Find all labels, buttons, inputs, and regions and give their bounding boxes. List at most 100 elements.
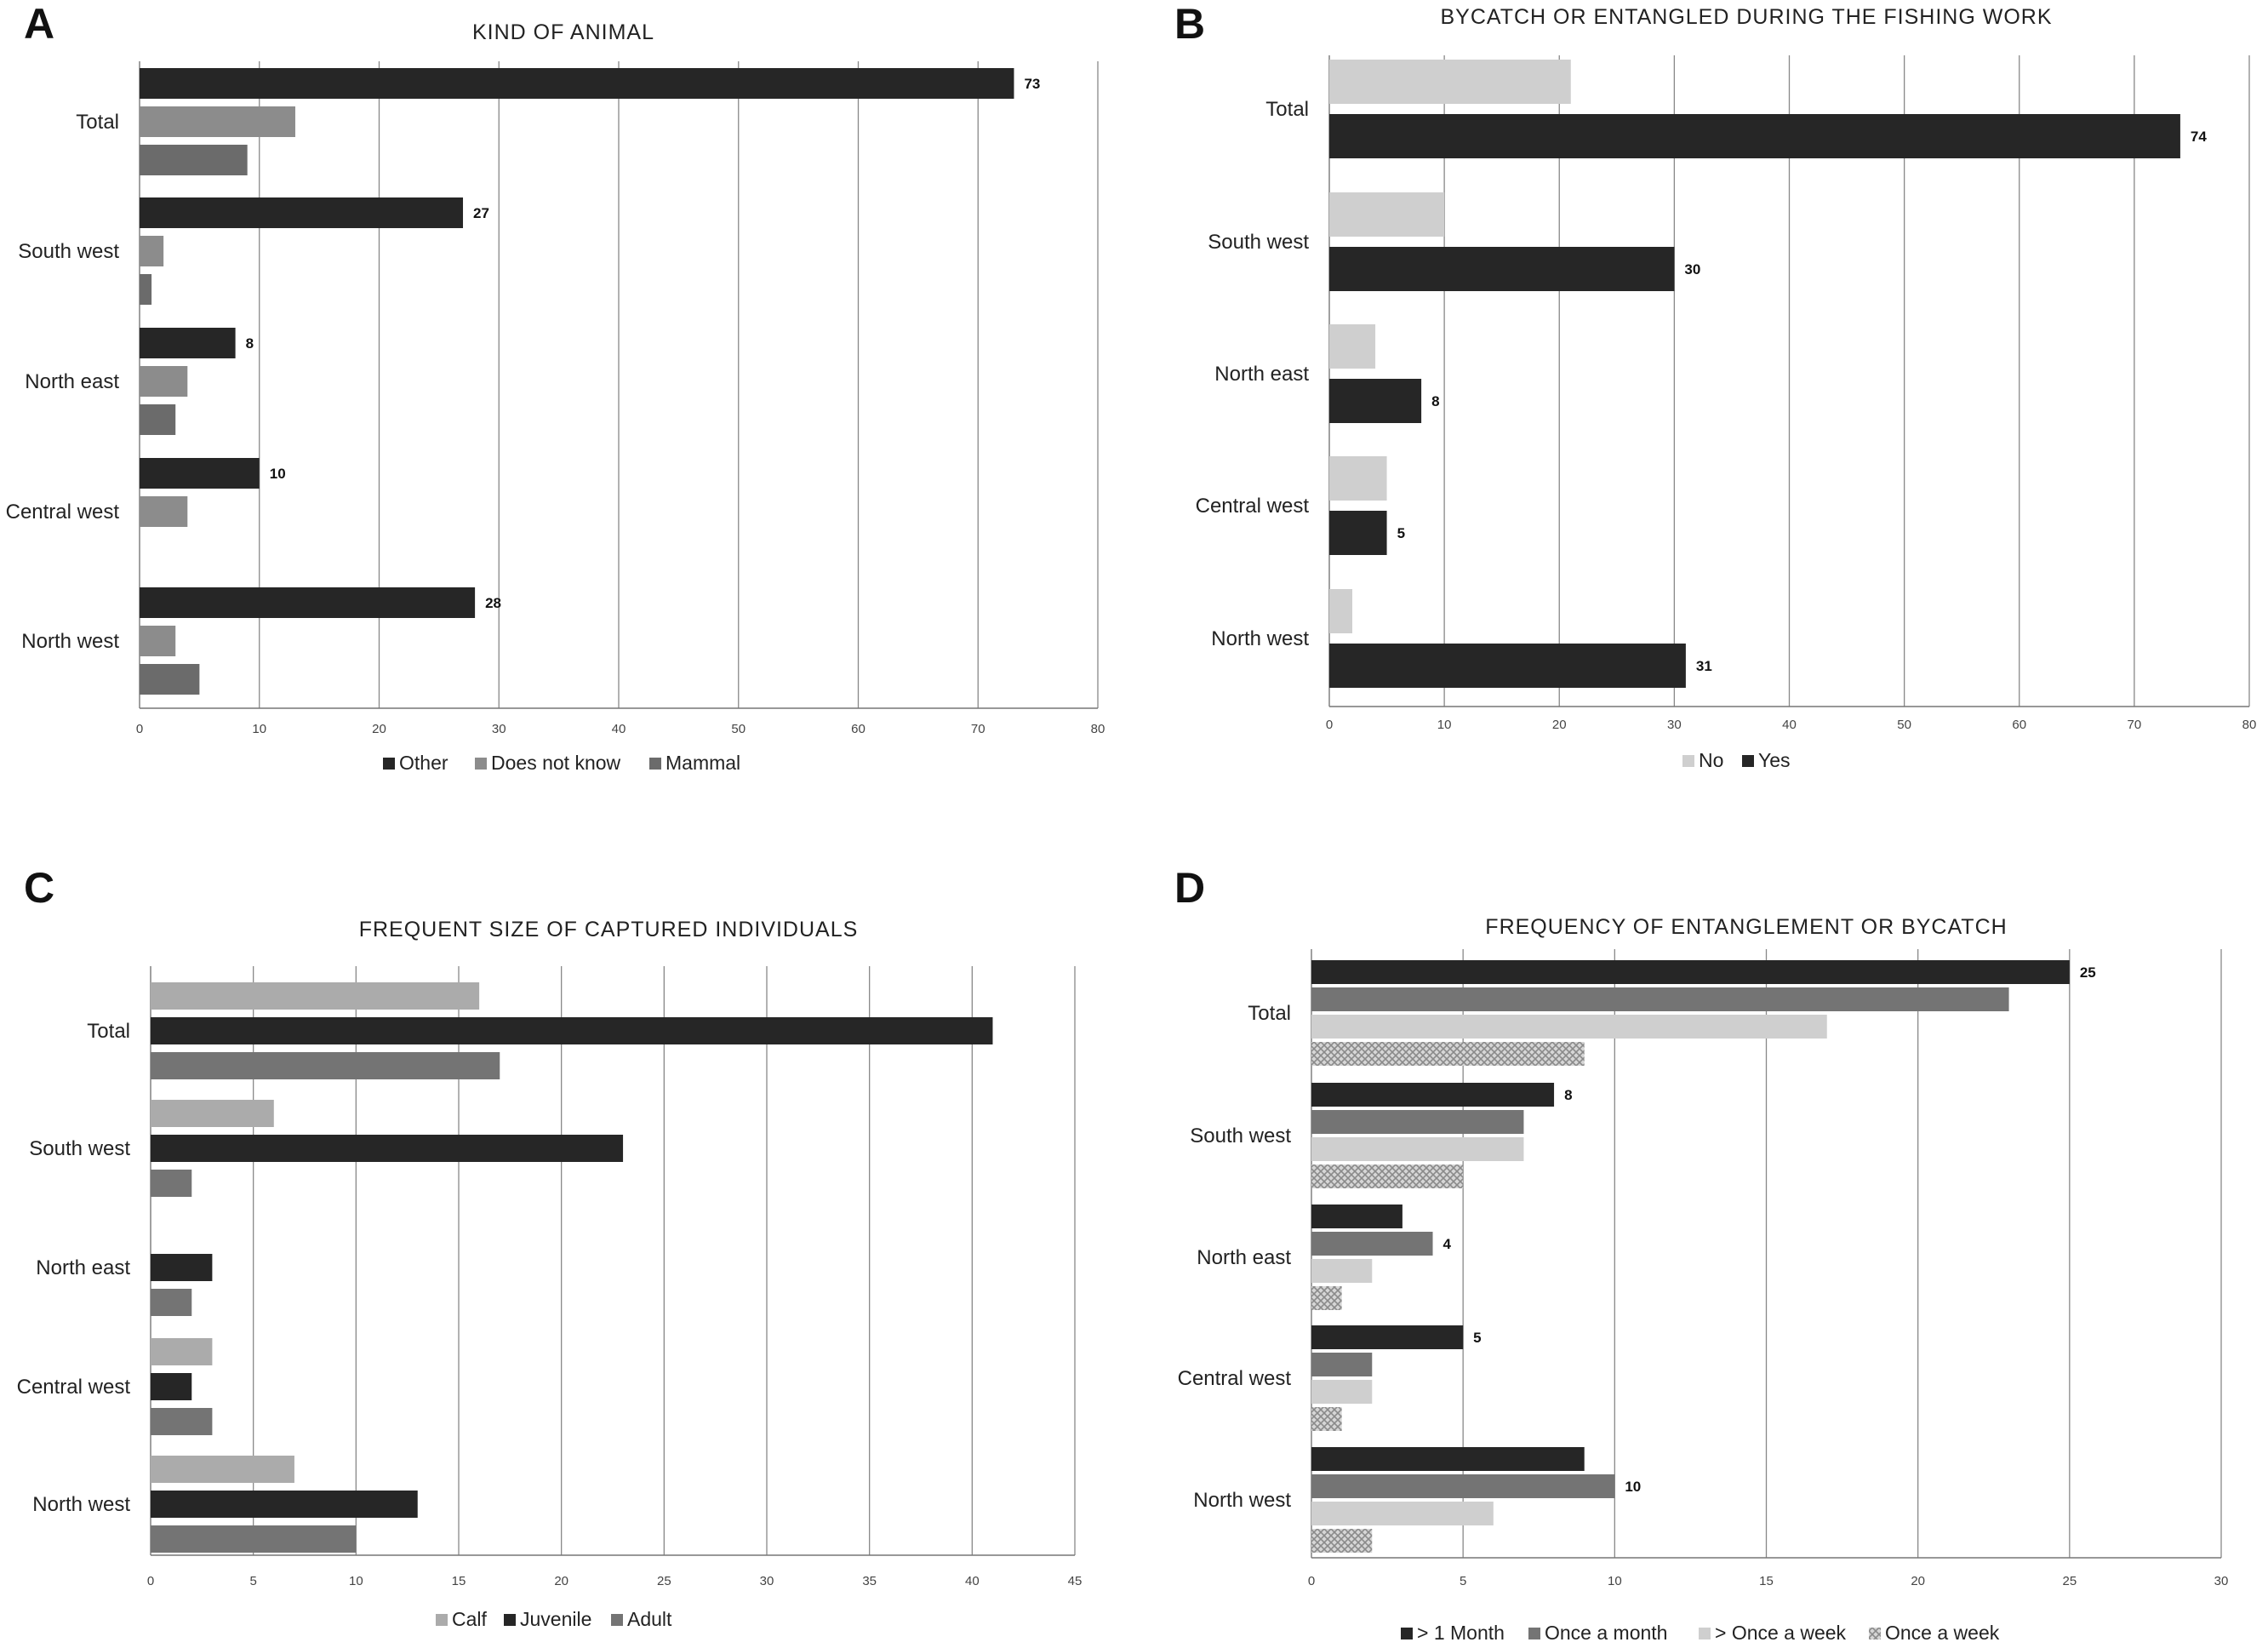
data-label: 73 <box>1024 76 1040 92</box>
x-tick-label: 45 <box>1068 1574 1083 1588</box>
category-label: North east <box>1197 1246 1291 1269</box>
legend-label: Mammal <box>666 752 740 774</box>
x-tick-label: 0 <box>147 1574 154 1588</box>
bar-juvenile <box>151 1373 192 1400</box>
panel-letter: D <box>1174 864 1205 912</box>
legend-swatch <box>436 1614 448 1626</box>
chart-title: KIND OF ANIMAL <box>472 20 654 44</box>
bar-no <box>1329 456 1387 501</box>
legend: > 1 Month Once a month > Once a week Once a… <box>1401 1622 2000 1644</box>
x-tick-label: 0 <box>1308 1574 1315 1588</box>
legend-label: Adult <box>627 1608 672 1630</box>
chart-title: BYCATCH OR ENTANGLED DURING THE FISHING … <box>1440 5 2052 29</box>
category-label: Total <box>1265 98 1309 121</box>
legend-swatch <box>611 1614 623 1626</box>
bar-once-a-week <box>1311 1286 1342 1310</box>
bar-once-a-month <box>1311 987 2009 1011</box>
bar-yes <box>1329 644 1686 688</box>
bar-does-not-know <box>140 626 176 656</box>
x-tick-label: 20 <box>372 722 386 736</box>
x-tick-label: 30 <box>1667 718 1682 732</box>
x-tick-label: 25 <box>657 1574 671 1588</box>
bar-once-a-week <box>1311 1164 1464 1188</box>
data-label: 27 <box>473 205 489 221</box>
x-tick-label: 10 <box>1437 718 1452 732</box>
legend-swatch <box>1699 1628 1711 1639</box>
bar-calf <box>151 1456 294 1483</box>
x-tick-label: 5 <box>249 1574 256 1588</box>
x-tick-label: 0 <box>1326 718 1333 732</box>
x-tick-label: 60 <box>2012 718 2026 732</box>
panel-a: A KIND OF ANIMAL 0 10 20 30 40 50 60 70 80 Total 7… <box>6 0 1105 774</box>
x-tick-label: 0 <box>136 722 143 736</box>
bar-other <box>140 197 464 228</box>
legend-label: > Once a week <box>1715 1622 1847 1644</box>
data-label: 30 <box>1684 261 1700 278</box>
bar-once-a-week <box>1311 1529 1373 1553</box>
data-label: 4 <box>1443 1236 1452 1252</box>
legend-label: Once a month <box>1545 1622 1667 1644</box>
x-tick-label: 40 <box>965 1574 980 1588</box>
x-tick-label: 10 <box>1608 1574 1622 1588</box>
panel-c: C FREQUENT SIZE OF CAPTURED INDIVIDUALS … <box>17 864 1083 1630</box>
bar-1-month <box>1311 1083 1555 1107</box>
x-tick-label: 70 <box>971 722 985 736</box>
bar-yes <box>1329 379 1422 423</box>
gridlines <box>1443 55 2250 707</box>
legend-label: > 1 Month <box>1417 1622 1505 1644</box>
bar-no <box>1329 324 1376 369</box>
bar-once-a-week <box>1311 1407 1342 1431</box>
bar-juvenile <box>151 1135 624 1162</box>
category-label: Central west <box>1178 1367 1292 1390</box>
category-label: Total <box>87 1020 130 1043</box>
category-label: South west <box>1190 1124 1291 1147</box>
legend-swatch <box>1869 1628 1881 1639</box>
x-tick-label: 60 <box>851 722 865 736</box>
panel-b: B BYCATCH OR ENTANGLED DURING THE FISHIN… <box>1174 0 2256 771</box>
bar-1-month <box>1311 1205 1403 1228</box>
category-label: North east <box>1214 363 1309 386</box>
bar-yes <box>1329 247 1675 291</box>
bar-once-a-week <box>1311 1502 1494 1525</box>
bar-once-a-week <box>1311 1137 1524 1161</box>
data-label: 31 <box>1696 658 1712 674</box>
legend: Other Does not know Mammal <box>383 752 740 774</box>
x-tick-label: 20 <box>554 1574 568 1588</box>
bar-once-a-week <box>1311 1042 1585 1066</box>
category-label: North west <box>21 630 119 653</box>
legend-swatch <box>1528 1628 1540 1639</box>
bar-calf <box>151 1100 274 1127</box>
legend-label: Once a week <box>1885 1622 2000 1644</box>
data-label: 5 <box>1473 1330 1481 1346</box>
bar-does-not-know <box>140 496 188 527</box>
bar-once-a-week <box>1311 1380 1373 1404</box>
category-label: South west <box>18 240 119 263</box>
bar-adult <box>151 1170 192 1197</box>
category-label: North west <box>1211 627 1309 650</box>
x-tick-label: 70 <box>2128 718 2142 732</box>
bar-1-month <box>1311 1325 1464 1349</box>
bar-other <box>140 458 260 489</box>
panel-letter: A <box>24 0 54 48</box>
x-tick-label: 50 <box>1897 718 1911 732</box>
legend-label: No <box>1699 749 1723 771</box>
data-label: 74 <box>2191 129 2207 145</box>
bar-yes <box>1329 511 1387 555</box>
x-tick-label: 80 <box>1091 722 1105 736</box>
legend-swatch <box>1401 1628 1413 1639</box>
x-tick-label: 15 <box>1759 1574 1774 1588</box>
panel-letter: B <box>1174 0 1205 48</box>
bar-does-not-know <box>140 236 164 266</box>
data-label: 5 <box>1397 525 1405 541</box>
bar-does-not-know <box>140 366 188 397</box>
bar-mammal <box>140 404 176 435</box>
legend-swatch <box>504 1614 516 1626</box>
x-tick-label: 25 <box>2062 1574 2077 1588</box>
data-label: 10 <box>1625 1479 1641 1495</box>
x-tick-label: 30 <box>2214 1574 2229 1588</box>
category-label: North east <box>36 1256 130 1279</box>
category-label: Total <box>76 111 119 134</box>
gridlines <box>259 61 1099 708</box>
legend-swatch <box>1682 755 1694 767</box>
